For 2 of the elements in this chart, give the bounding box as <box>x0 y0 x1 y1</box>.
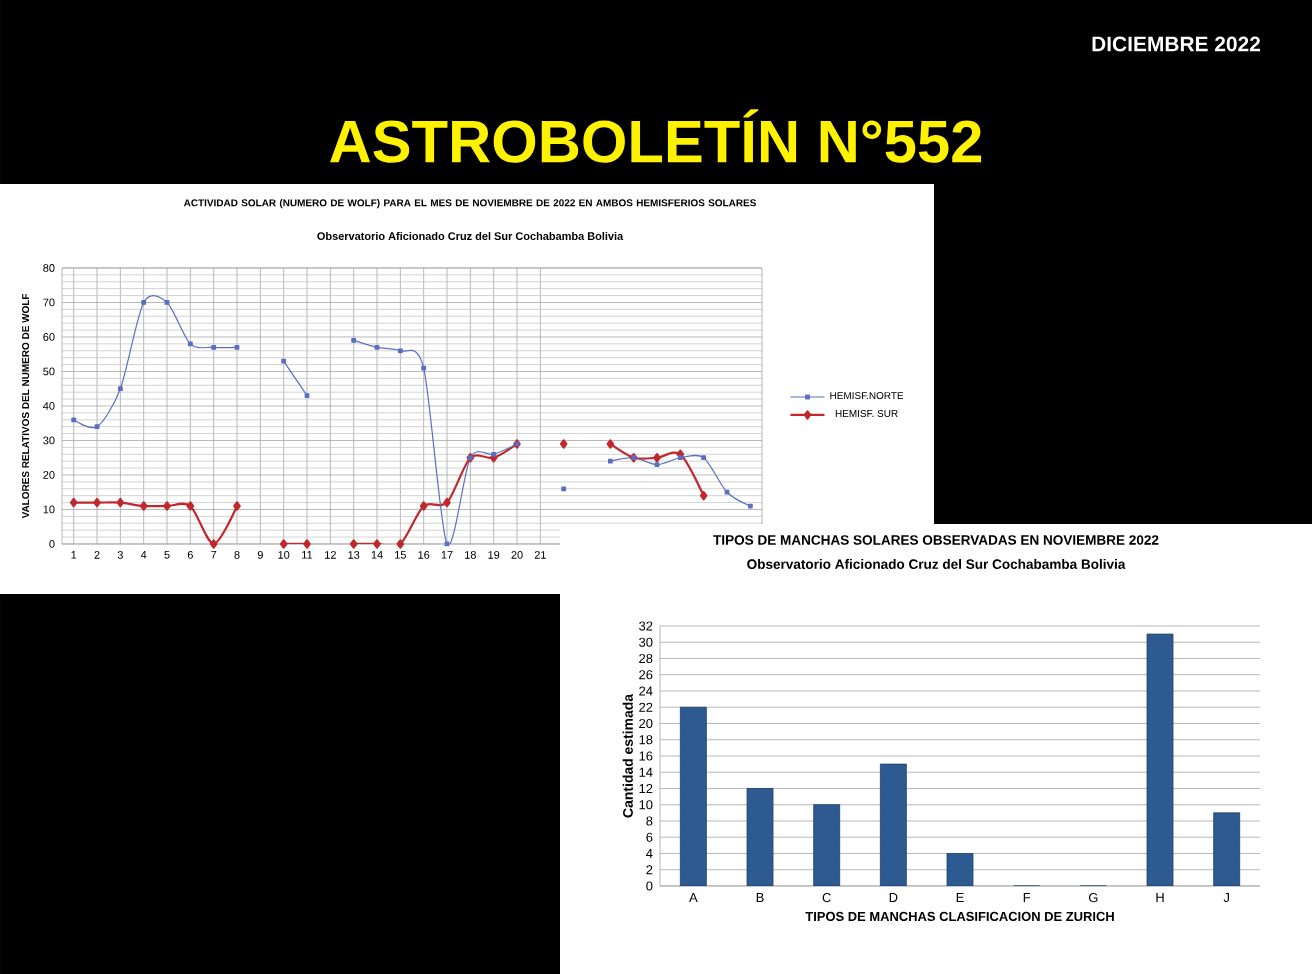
text: DICIEMBRE 2022 <box>1092 36 1260 52</box>
text: ASTROBOLETÍN N°552 <box>330 109 982 163</box>
